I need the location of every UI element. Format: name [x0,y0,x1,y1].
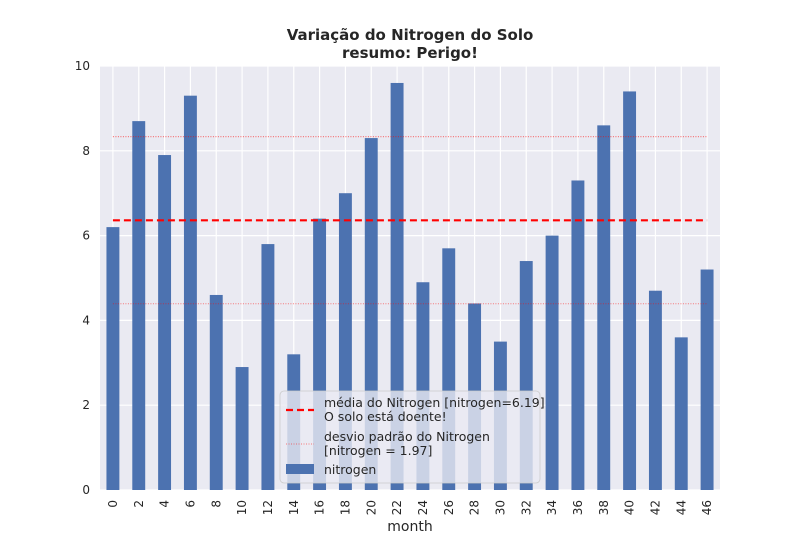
x-tick-label: 22 [390,500,404,515]
x-tick-label: 36 [571,500,585,515]
legend-box [279,390,541,484]
legend-mean-label-line1: média do Nitrogen [nitrogen=6.19] [324,395,545,410]
bar [209,294,223,490]
x-tick-label: 24 [416,500,430,515]
reference-lines [112,136,708,305]
x-tick-label: 10 [235,500,249,515]
bar [183,95,197,491]
x-tick-label: 2 [132,500,146,508]
bar [132,121,146,491]
x-tick-label: 0 [106,500,120,508]
chart-title: Variação do Nitrogen do Solo [287,26,534,44]
x-tick-label: 44 [674,500,688,515]
y-tick-label: 10 [75,59,90,73]
bar [648,290,662,490]
legend: média do Nitrogen [nitrogen=6.19] O solo… [279,390,545,484]
bar [700,269,714,490]
y-axis-ticks: 0 2 4 6 8 10 [75,59,90,497]
chart-subtitle: resumo: Perigo! [342,44,478,62]
x-tick-label: 20 [364,500,378,515]
bar [390,82,404,491]
x-tick-label: 34 [545,500,559,515]
x-tick-label: 30 [493,500,507,515]
x-tick-label: 6 [183,500,197,508]
bar [106,227,120,490]
x-tick-label: 46 [700,500,714,515]
y-tick-label: 6 [82,229,90,243]
x-axis-ticks: 0 2 4 6 8 10 12 14 16 18 20 22 24 26 28 30 32 34 36 38 40 42 4… [106,500,714,515]
legend-bar-label: nitrogen [324,462,376,477]
x-tick-label: 16 [313,500,327,515]
x-tick-label: 28 [468,500,482,515]
y-tick-label: 0 [82,483,90,497]
bar [674,337,688,490]
bar [235,367,249,490]
legend-bar-swatch [286,464,314,474]
x-tick-label: 26 [442,500,456,515]
bar [545,235,559,490]
y-tick-label: 2 [82,398,90,412]
legend-mean-label-line2: O solo está doente! [324,409,447,424]
x-tick-label: 32 [519,500,533,515]
y-tick-label: 4 [82,313,90,327]
legend-std-label-line2: [nitrogen = 1.97] [324,443,432,458]
bar [571,180,585,491]
x-tick-label: 40 [623,500,637,515]
bar [158,155,172,491]
bar [597,125,611,491]
x-axis-label: month [387,519,432,535]
x-tick-label: 38 [597,500,611,515]
x-tick-label: 18 [338,500,352,515]
y-tick-label: 8 [82,144,90,158]
x-tick-label: 12 [261,500,275,515]
legend-std-label-line1: desvio padrão do Nitrogen [324,429,490,444]
x-tick-label: 8 [209,500,223,508]
bar [623,91,637,490]
x-tick-label: 42 [648,500,662,515]
x-tick-label: 14 [287,500,301,515]
x-tick-label: 4 [158,500,172,508]
bar [261,244,275,490]
